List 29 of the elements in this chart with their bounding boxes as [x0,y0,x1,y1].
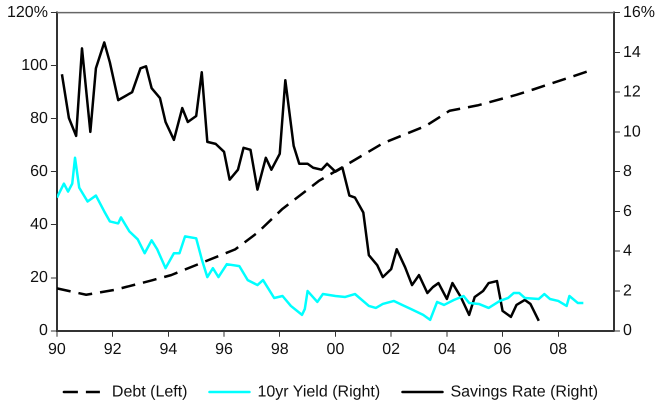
legend-label: Savings Rate (Right) [450,383,598,400]
x-tick-label: 06 [494,340,512,358]
y-tick-label: 0 [39,322,48,340]
y2-tick-label: 12 [622,84,641,101]
x-tick-label: 94 [159,340,178,358]
x-tick-label: 92 [104,340,122,358]
legend-label: 10yr Yield (Right) [257,383,380,400]
y2-tick-label: 10 [622,123,641,140]
y-tick-label: 100 [21,57,48,74]
y2-tick-label: 6 [622,202,632,220]
x-tick-label: 98 [270,340,289,358]
x-tick-label: 00 [326,340,344,358]
y2-tick-label: 4 [622,242,632,260]
y2-tick-label: 16% [622,4,656,22]
y-tick-label: 60 [30,163,48,180]
y-tick-label: 40 [30,216,48,234]
y2-tick-label: 14 [622,44,641,61]
x-tick-label: 04 [438,340,456,358]
y2-tick-label: 8 [622,163,632,180]
y-tick-label: 20 [30,269,48,286]
legend-label: Debt (Left) [112,383,188,400]
y-tick-label: 80 [30,110,48,128]
y2-tick-label: 0 [622,322,632,340]
x-tick-label: 02 [382,340,400,358]
y-tick-label: 120% [7,4,48,22]
x-tick-label: 96 [215,340,234,358]
x-tick-label: 08 [549,340,568,358]
x-tick-label: 90 [48,340,66,358]
y2-tick-label: 2 [622,282,632,300]
